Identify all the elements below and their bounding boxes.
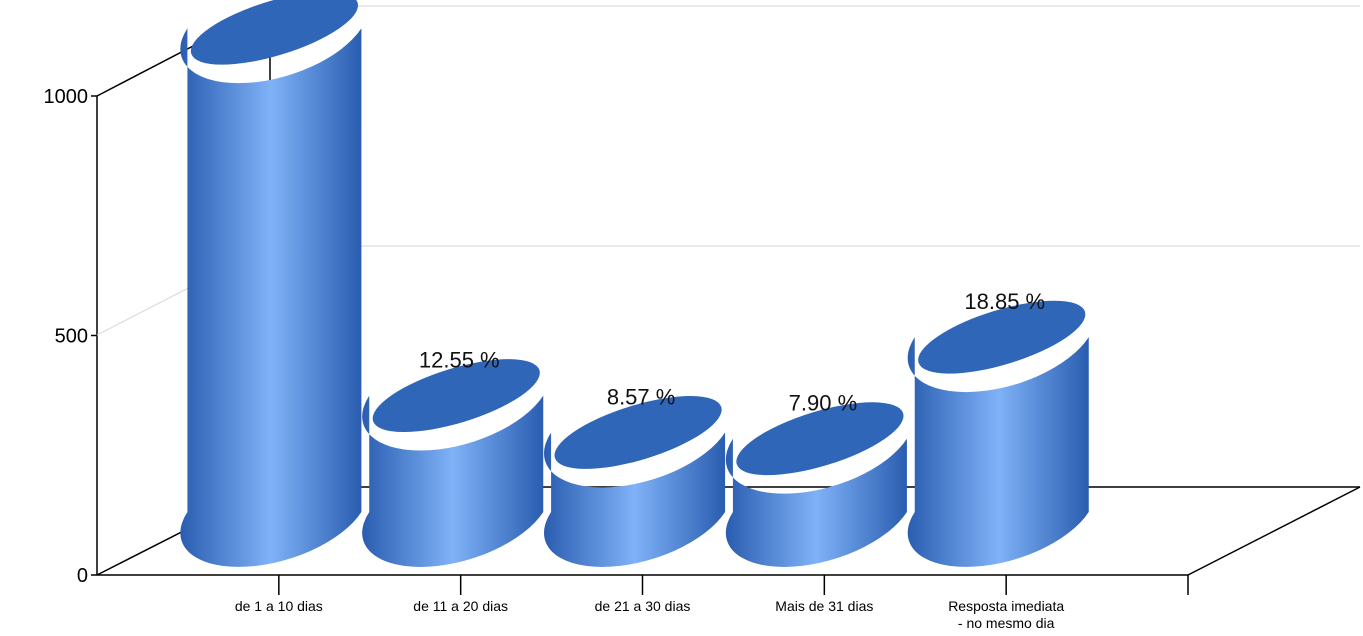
bar: 7.90 % [725,391,907,567]
x-category-label: de 11 a 20 dias [413,598,508,614]
bars: 52.13 % 12.55 % 8.57 % 7.90 % 18.85 % [180,0,1089,567]
bar-top [372,359,540,433]
x-category-label: Mais de 31 dias [775,598,873,614]
bar-value-label: 12.55 % [419,348,500,373]
bar-top [918,300,1086,374]
bar: 52.13 % [180,0,362,567]
bar-top [190,0,358,65]
bar: 8.57 % [544,384,726,567]
bar-top [736,402,904,476]
bar-value-label: 8.57 % [607,384,676,409]
bar-body [725,438,907,567]
bar: 12.55 % [362,348,544,567]
y-tick-label: 0 [77,565,88,587]
bar-value-label: 52.13 % [237,0,318,5]
bar-body [544,432,726,567]
bar-body [180,28,362,567]
bar-top [554,396,722,469]
y-axis: 0 500 1000 [44,86,97,587]
floor-right-edge [1187,486,1361,576]
x-category-label: de 21 a 30 dias [595,598,691,614]
x-axis-ticks [278,575,1189,595]
y-tick-label: 1000 [44,86,89,108]
bar-value-label: 7.90 % [789,391,858,416]
x-category-label: - no mesmo dia [958,615,1055,631]
y-tick-label: 500 [55,326,88,348]
bar-value-label: 18.85 % [964,289,1045,314]
bar-body [907,337,1089,567]
x-category-label: de 1 a 10 dias [235,598,323,614]
category-labels: de 1 a 10 dias de 11 a 20 dias de 21 a 30 … [235,598,1065,631]
x-category-label: Resposta imediata [948,598,1064,614]
bar: 18.85 % [907,289,1089,567]
bar-body [362,395,544,567]
